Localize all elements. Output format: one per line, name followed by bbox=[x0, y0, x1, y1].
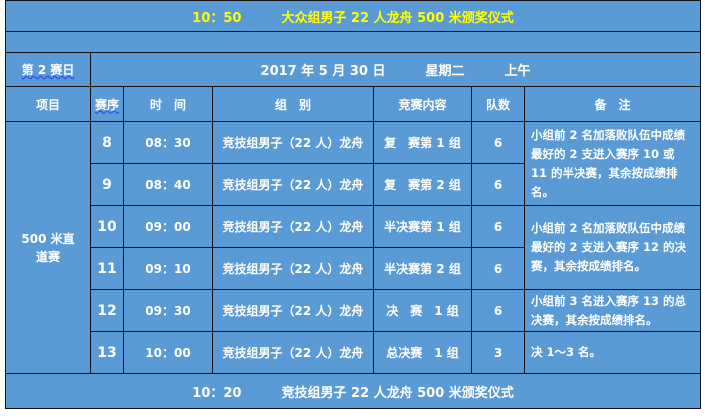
weekday: 星期二 bbox=[425, 64, 465, 79]
date: 2017 年 5 月 30 日 bbox=[260, 64, 386, 79]
group: 竞技组男子（22 人）龙舟 bbox=[212, 247, 374, 290]
group: 竞技组男子（22 人）龙舟 bbox=[212, 121, 374, 164]
header-time: 时 间 bbox=[123, 86, 213, 122]
time: 09：00 bbox=[123, 205, 213, 248]
content: 半决赛第 2 组 bbox=[373, 247, 472, 290]
teams: 6 bbox=[471, 205, 525, 248]
header-seq: 赛序 bbox=[90, 86, 124, 122]
seq: 9 bbox=[90, 163, 124, 206]
period: 上午 bbox=[504, 64, 531, 79]
time: 09：10 bbox=[123, 247, 213, 290]
teams: 6 bbox=[471, 121, 525, 164]
time: 09：30 bbox=[123, 289, 213, 332]
header-teams: 队数 bbox=[471, 86, 525, 122]
spacer-row bbox=[4, 31, 702, 53]
schedule-table: 10：50 大众组男子 22 人龙舟 500 米颁奖仪式 第 2 赛日 2017 … bbox=[4, 0, 702, 409]
group: 竞技组男子（22 人）龙舟 bbox=[212, 289, 374, 332]
banner-time: 10：20 bbox=[192, 385, 242, 401]
teams: 6 bbox=[471, 247, 525, 290]
seq: 8 bbox=[90, 121, 124, 164]
group: 竞技组男子（22 人）龙舟 bbox=[212, 331, 374, 374]
teams: 6 bbox=[471, 163, 525, 206]
teams: 3 bbox=[471, 331, 525, 374]
note: 小组前 2 名加落败队伍中成绩最好的 2 支进入赛序 12 的决赛，其余按成绩排… bbox=[523, 205, 702, 290]
header-row: 项目 赛序 时 间 组 别 竞赛内容 队数 备 注 bbox=[5, 86, 702, 122]
content: 复 赛第 1 组 bbox=[373, 121, 472, 164]
day-row: 第 2 赛日 2017 年 5 月 30 日 星期二 上午 bbox=[5, 52, 702, 87]
header-notes: 备 注 bbox=[523, 86, 702, 122]
banner-time: 10：50 bbox=[192, 10, 242, 26]
content: 复 赛第 2 组 bbox=[373, 163, 472, 206]
banner-event: 竞技组男子 22 人龙舟 500 米颁奖仪式 bbox=[281, 385, 514, 401]
content: 决 赛 1 组 bbox=[373, 289, 472, 332]
header-event: 项目 bbox=[5, 86, 91, 122]
note: 决 1～3 名。 bbox=[523, 331, 702, 374]
banner-event: 大众组男子 22 人龙舟 500 米颁奖仪式 bbox=[281, 10, 514, 26]
seq: 13 bbox=[90, 331, 124, 374]
seq: 11 bbox=[90, 247, 124, 290]
note: 小组前 2 名加落败队伍中成绩最好的 2 支进入赛序 10 或 11 的半决赛，… bbox=[523, 121, 702, 206]
race-day: 第 2 赛日 bbox=[5, 52, 91, 87]
time: 10：00 bbox=[123, 331, 213, 374]
content: 总决赛 1 组 bbox=[373, 331, 472, 374]
note: 小组前 3 名进入赛序 13 的总决赛，其余按成绩排名。 bbox=[523, 289, 702, 332]
event-name: 500 米直道赛 bbox=[5, 121, 91, 374]
group: 竞技组男子（22 人）龙舟 bbox=[212, 205, 374, 248]
teams: 6 bbox=[471, 289, 525, 332]
time: 08：30 bbox=[123, 121, 213, 164]
header-content: 竞赛内容 bbox=[373, 86, 472, 122]
bottom-banner-row: 10：20 竞技组男子 22 人龙舟 500 米颁奖仪式 bbox=[4, 373, 702, 409]
seq: 12 bbox=[90, 289, 124, 332]
seq: 10 bbox=[90, 205, 124, 248]
content: 半决赛第 1 组 bbox=[373, 205, 472, 248]
top-banner-row: 10：50 大众组男子 22 人龙舟 500 米颁奖仪式 bbox=[4, 0, 702, 32]
group: 竞技组男子（22 人）龙舟 bbox=[212, 163, 374, 206]
time: 08：40 bbox=[123, 163, 213, 206]
header-group: 组 别 bbox=[212, 86, 374, 122]
